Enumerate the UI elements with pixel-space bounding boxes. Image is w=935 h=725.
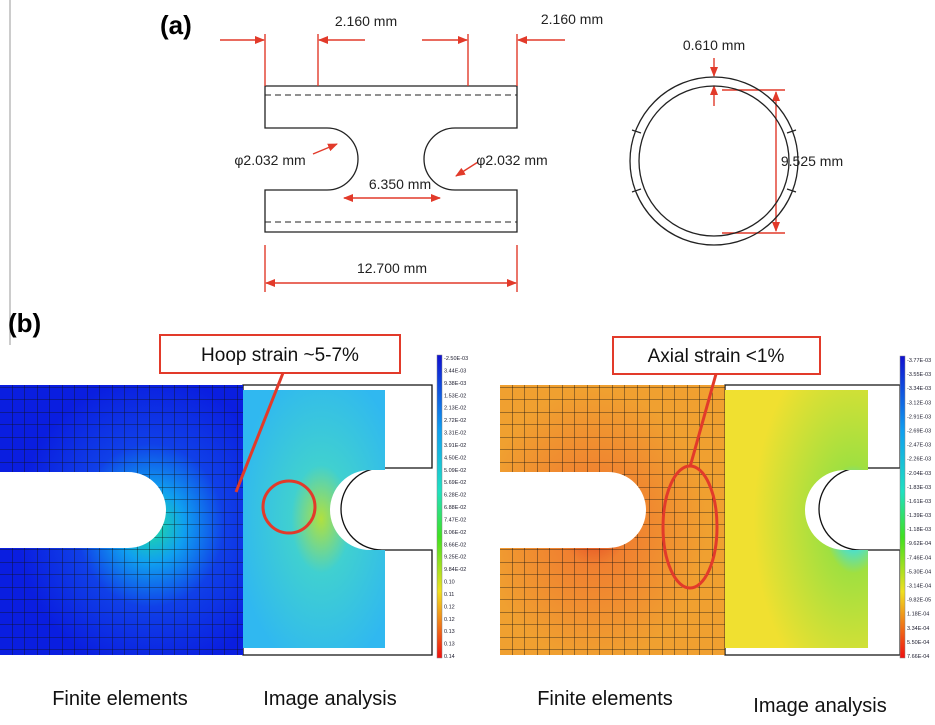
panel-label: (b) xyxy=(8,308,41,338)
colorbar-label: 0.14 xyxy=(444,654,455,660)
colorbar-label: 3.34E-04 xyxy=(907,626,929,632)
dimension: 9.525 mm xyxy=(781,153,843,169)
colorbar-label: 3.91E-02 xyxy=(444,443,466,449)
colorbar-label: -3.14E-04 xyxy=(907,584,931,590)
shape xyxy=(725,390,868,648)
caption: Image analysis xyxy=(263,688,396,710)
colorbar-label: 8.66E-02 xyxy=(444,542,466,548)
colorbar-label: -9.82E-05 xyxy=(907,598,931,604)
dimension: 2.160 mm xyxy=(335,13,397,29)
panel-label: (a) xyxy=(160,10,192,40)
colorbar-label: -9.62E-04 xyxy=(907,541,931,547)
colorbar-label: 0.13 xyxy=(444,629,455,635)
shape xyxy=(632,130,641,133)
colorbar-label: -3.12E-03 xyxy=(907,400,931,406)
colorbar-label: 0.12 xyxy=(444,617,455,623)
colorbar-label: 6.28E-02 xyxy=(444,493,466,499)
colorbar-label: -5.30E-04 xyxy=(907,569,931,575)
figure: (a) 2.160 mm 2.160 mm 0.610 mm φ2.032 mm… xyxy=(0,0,935,725)
colorbar-label: 5.69E-02 xyxy=(444,480,466,486)
body: (a) 2.160 mm 2.160 mm 0.610 mm φ2.032 mm… xyxy=(0,0,935,725)
shape xyxy=(787,189,796,192)
caption: Image analysis xyxy=(753,695,886,717)
colorbar-label: -1.83E-03 xyxy=(907,485,931,491)
colorbar-label: -2.50E-03 xyxy=(444,356,468,362)
dimension: 0.610 mm xyxy=(683,37,745,53)
colorbar-label: 1.53E-02 xyxy=(444,393,466,399)
colorbar-label: 0.11 xyxy=(444,592,454,598)
colorbar-label: -3.34E-03 xyxy=(907,386,931,392)
dimension: 6.350 mm xyxy=(369,176,431,192)
plot-right xyxy=(500,356,905,658)
dimension: φ2.032 mm xyxy=(476,152,547,168)
colorbar-label: -2.04E-03 xyxy=(907,471,931,477)
colorbar-label: 4.50E-02 xyxy=(444,455,466,461)
colorbar-label: 0.12 xyxy=(444,604,455,610)
plot-left xyxy=(0,355,442,658)
slot-edges xyxy=(632,130,796,192)
colorbar-label: -3.55E-03 xyxy=(907,372,931,378)
colorbar-label: 5.09E-02 xyxy=(444,468,466,474)
colorbar-label: 3.31E-02 xyxy=(444,431,466,437)
shape xyxy=(632,189,641,192)
shape xyxy=(456,162,478,176)
colorbar-label: -1.18E-03 xyxy=(907,527,931,533)
colorbar-label: 8.06E-02 xyxy=(444,530,466,536)
colorbar-label: 7.66E-04 xyxy=(907,654,929,660)
colorbar-label: -2.69E-03 xyxy=(907,428,931,434)
page: {"panel_a": {"label": "(a)", "dimensions… xyxy=(0,0,935,725)
colorbar-label: -2.47E-03 xyxy=(907,443,931,449)
colorbar-label: -2.26E-03 xyxy=(907,457,931,463)
dimension: 2.160 mm xyxy=(541,11,603,27)
caption: Finite elements xyxy=(537,688,673,710)
dimension: 12.700 mm xyxy=(357,260,427,276)
colorbar-label: 1.18E-04 xyxy=(907,612,929,618)
shape xyxy=(500,385,725,655)
shape xyxy=(313,144,337,154)
colorbar-label: -1.61E-03 xyxy=(907,499,931,505)
colorbar-label: -7.46E-04 xyxy=(907,555,931,561)
tube-inner xyxy=(639,86,789,236)
colorbar-label: -2.91E-03 xyxy=(907,414,931,420)
colorbar-label: 2.72E-02 xyxy=(444,418,466,424)
colorbar-label: 0.13 xyxy=(444,642,455,648)
colorbar-label: -1.39E-03 xyxy=(907,513,931,519)
colorbar-label: 3.44E-03 xyxy=(444,368,466,374)
colorbar-label: 0.10 xyxy=(444,580,455,586)
colorbar-label: 5.50E-04 xyxy=(907,640,929,646)
colorbar-label: 9.25E-02 xyxy=(444,555,466,561)
colorbar-label: 6.88E-02 xyxy=(444,505,466,511)
colorbar-label: 7.47E-02 xyxy=(444,517,466,523)
dimension: φ2.032 mm xyxy=(234,152,305,168)
shape xyxy=(0,385,243,655)
shape xyxy=(787,130,796,133)
colorbar-label: 9.38E-03 xyxy=(444,381,466,387)
annotation: Axial strain <1% xyxy=(648,346,785,367)
annotation: Hoop strain ~5-7% xyxy=(201,345,359,366)
shape xyxy=(437,355,442,658)
caption: Finite elements xyxy=(52,688,188,710)
colorbar-label: -3.77E-03 xyxy=(907,358,931,364)
colorbar-label: 2.13E-02 xyxy=(444,406,466,412)
shape xyxy=(900,356,905,658)
colorbar-label: 9.84E-02 xyxy=(444,567,466,573)
